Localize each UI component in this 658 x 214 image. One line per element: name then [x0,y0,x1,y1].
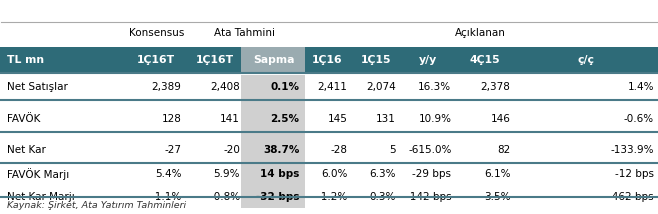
Text: 0.3%: 0.3% [370,192,396,202]
Text: 146: 146 [491,114,511,124]
Text: -615.0%: -615.0% [408,145,451,155]
Text: Net Kar: Net Kar [7,145,45,155]
Text: -20: -20 [223,145,240,155]
Text: -462 bps: -462 bps [609,192,654,202]
Text: -29 bps: -29 bps [413,169,451,179]
Text: Net Kar Marjı: Net Kar Marjı [7,192,74,202]
Bar [241,47,305,73]
Text: 128: 128 [162,114,182,124]
Text: 38.7%: 38.7% [263,145,299,155]
Text: 3.5%: 3.5% [484,192,511,202]
Text: TL mn: TL mn [7,55,43,65]
Text: y/y: y/y [418,55,437,65]
Text: -12 bps: -12 bps [615,169,654,179]
Text: 131: 131 [376,114,396,124]
Text: 141: 141 [220,114,240,124]
Text: ç/ç: ç/ç [578,55,595,65]
Text: 1Ç16: 1Ç16 [312,55,343,65]
Text: -27: -27 [164,145,182,155]
Text: Sapma: Sapma [253,55,295,65]
Text: 6.3%: 6.3% [370,169,396,179]
Text: -1.1%: -1.1% [151,192,182,202]
Text: Konsensus: Konsensus [128,28,184,38]
Text: 1Ç16T: 1Ç16T [196,55,234,65]
Text: 6.0%: 6.0% [321,169,347,179]
Text: 145: 145 [328,114,347,124]
Text: 5.4%: 5.4% [155,169,182,179]
Text: 10.9%: 10.9% [418,114,451,124]
Text: 4Ç15: 4Ç15 [470,55,500,65]
Text: 14 bps: 14 bps [260,169,299,179]
Text: -133.9%: -133.9% [611,145,654,155]
Text: 1.4%: 1.4% [628,82,654,92]
Text: 1Ç16T: 1Ç16T [138,55,175,65]
Text: -32 bps: -32 bps [256,192,299,202]
Text: 2,408: 2,408 [211,82,240,92]
Text: 82: 82 [497,145,511,155]
Text: 5.9%: 5.9% [214,169,240,179]
Text: 0.1%: 0.1% [270,82,299,92]
Text: 2.5%: 2.5% [270,114,299,124]
Text: 2,411: 2,411 [318,82,347,92]
Text: FAVÖK: FAVÖK [7,114,40,124]
Text: Kaynak: Şirket, Ata Yatırım Tahminleri: Kaynak: Şirket, Ata Yatırım Tahminleri [7,201,186,210]
Text: -0.8%: -0.8% [210,192,240,202]
Bar [0,47,658,73]
Text: -28: -28 [330,145,347,155]
Text: Net Satışlar: Net Satışlar [7,82,68,92]
Text: FAVÖK Marjı: FAVÖK Marjı [7,168,69,180]
Text: -0.6%: -0.6% [624,114,654,124]
Text: -1.2%: -1.2% [317,192,347,202]
Bar [241,75,305,208]
Text: 1Ç15: 1Ç15 [361,55,391,65]
Text: Ata Tahmini: Ata Tahmini [214,28,275,38]
Text: 2,389: 2,389 [152,82,182,92]
Text: 2,378: 2,378 [481,82,511,92]
Text: 6.1%: 6.1% [484,169,511,179]
Text: -142 bps: -142 bps [406,192,451,202]
Text: 5: 5 [390,145,396,155]
Text: 2,074: 2,074 [367,82,396,92]
Text: 16.3%: 16.3% [418,82,451,92]
Text: Açıklanan: Açıklanan [455,28,506,38]
